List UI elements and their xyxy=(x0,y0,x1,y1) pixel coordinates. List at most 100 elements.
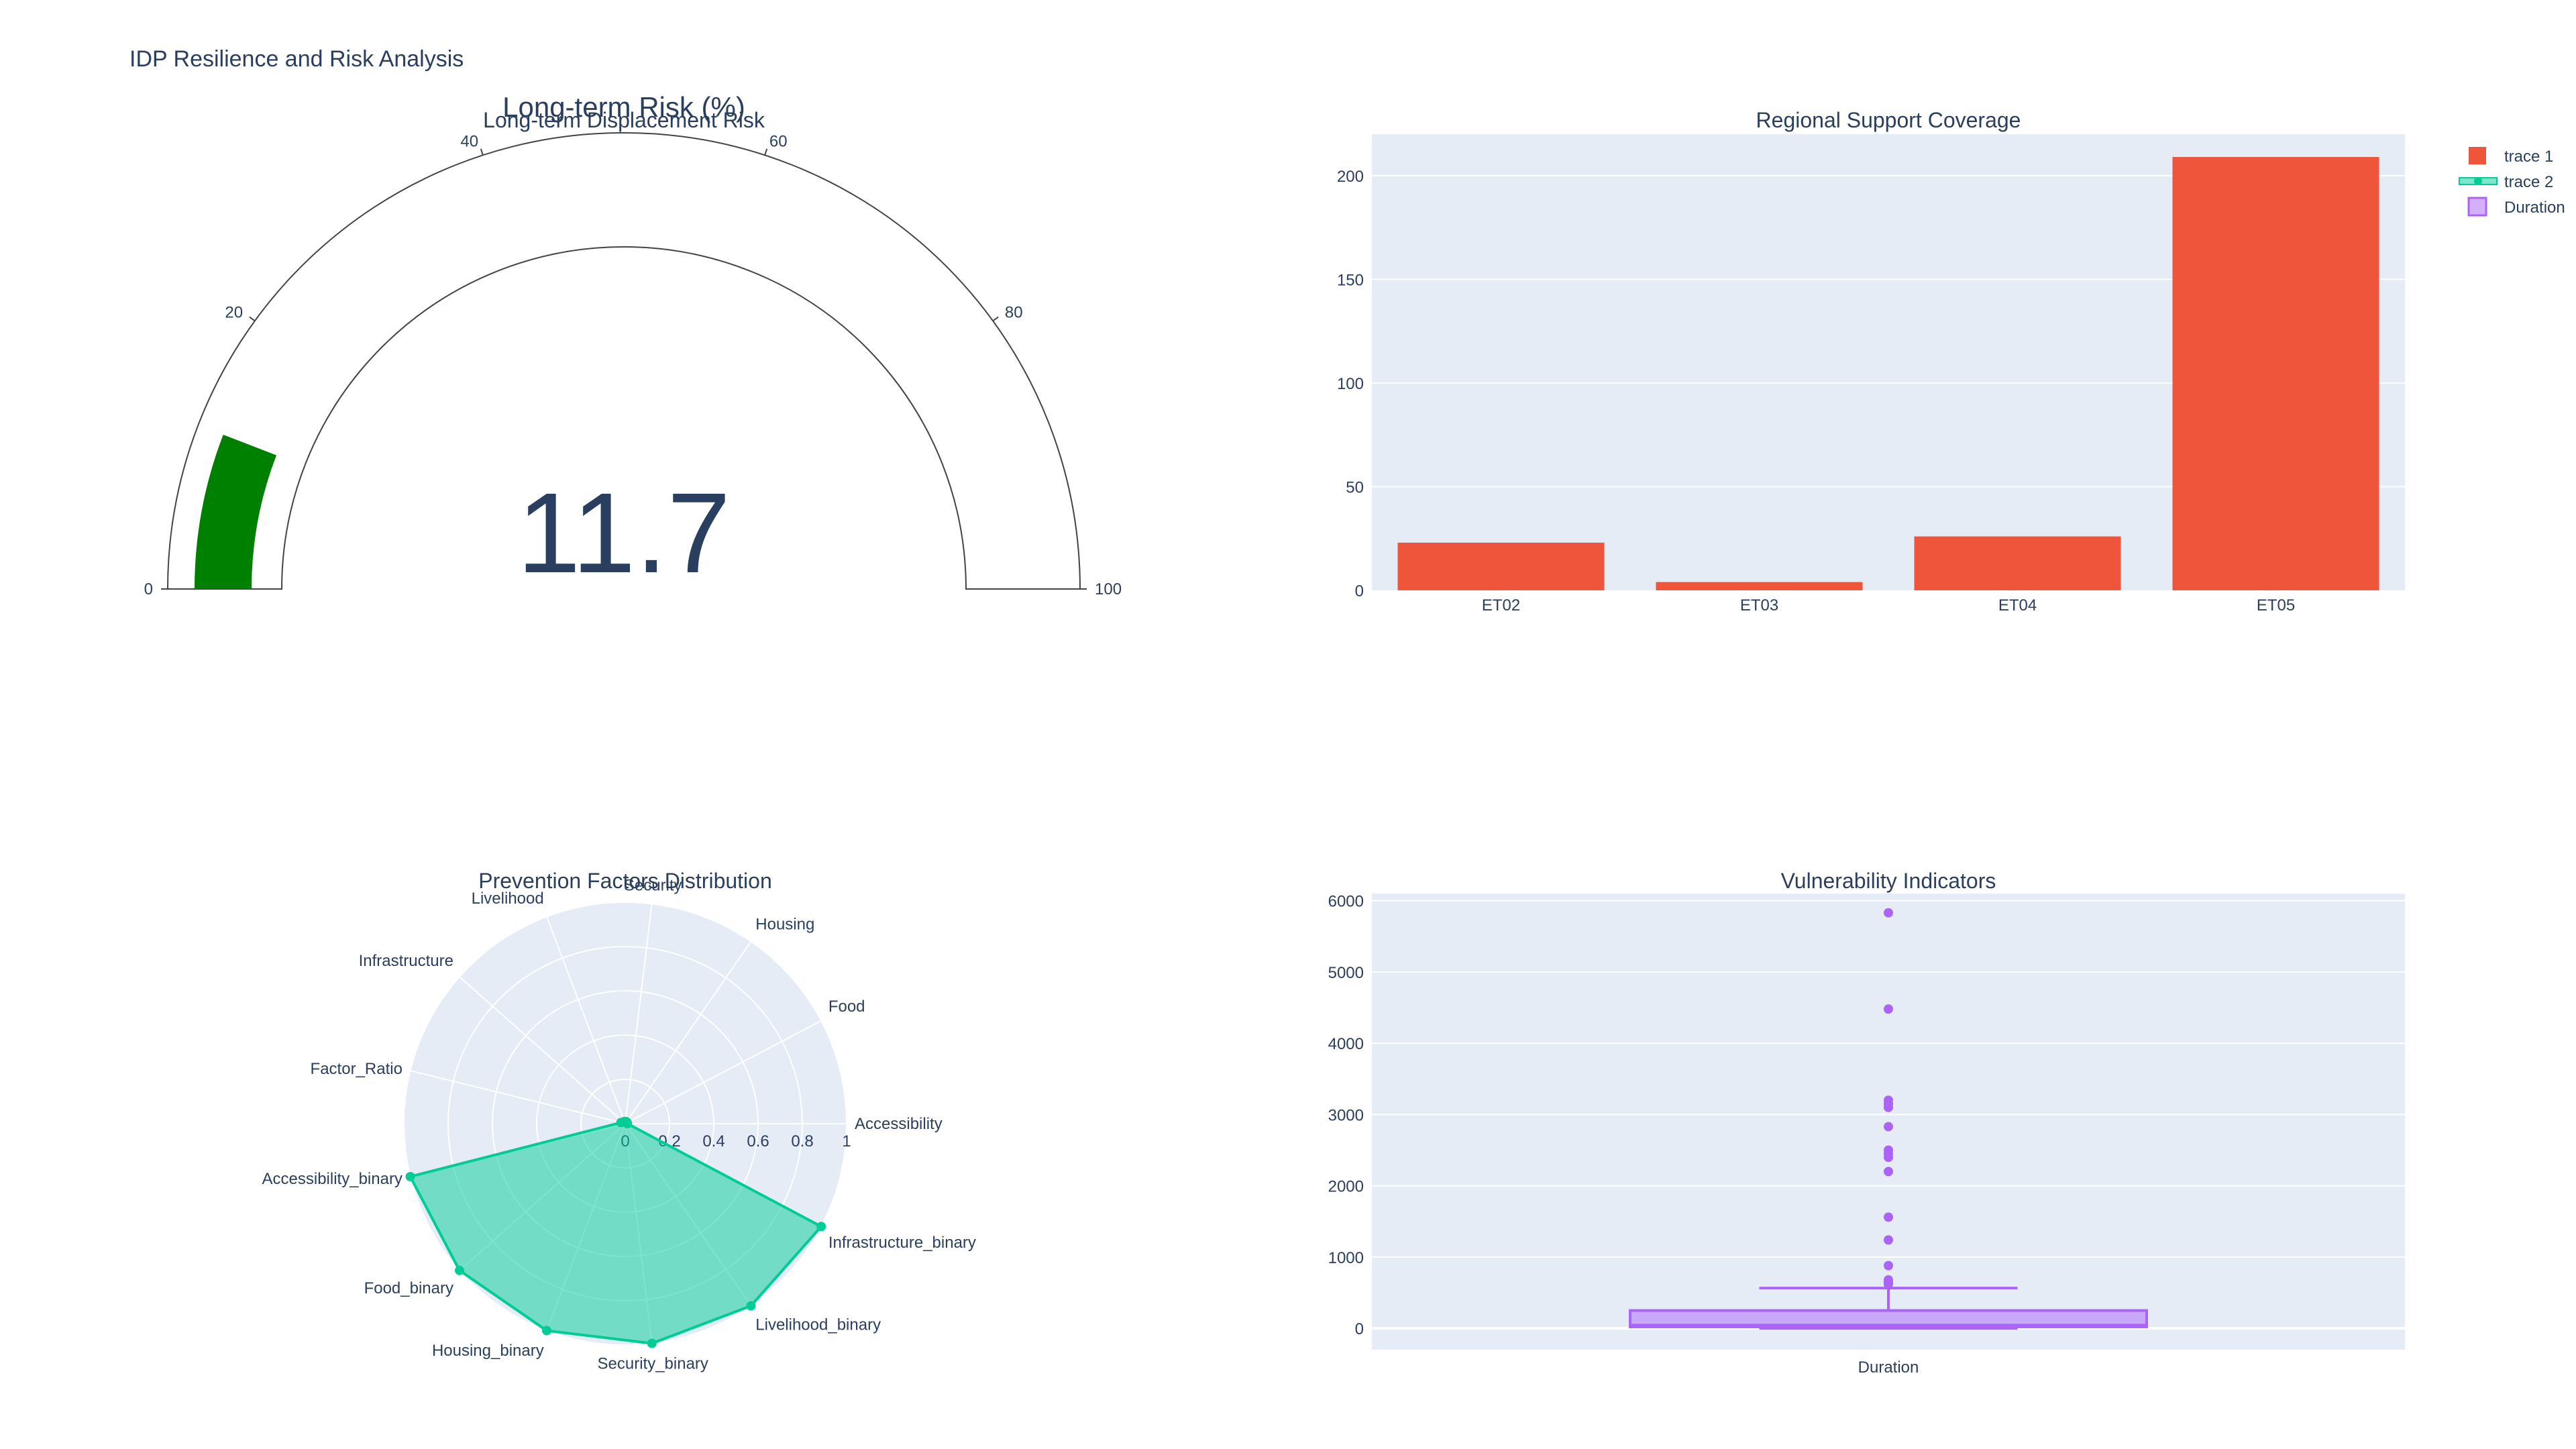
gauge-outline xyxy=(166,132,1081,590)
legend-label: Duration xyxy=(2504,199,2565,217)
gauge-bar xyxy=(195,435,277,589)
gauge-tick-label: 60 xyxy=(769,132,788,150)
radar-axis-label: Food_binary xyxy=(364,1279,453,1297)
radar-axis-label: Accessibility_binary xyxy=(262,1170,402,1188)
gauge-title: Long-term Risk (%) xyxy=(502,91,745,123)
box-outlier-point[interactable] xyxy=(1884,1122,1893,1132)
radar-axis-label: Livelihood xyxy=(472,890,544,908)
radar-spoke xyxy=(625,941,752,1124)
bar-et04[interactable] xyxy=(1914,536,2121,590)
legend-swatch xyxy=(2469,147,2486,164)
bar-y-tick-label: 150 xyxy=(1337,271,1364,289)
legend-swatch-marker xyxy=(2474,177,2482,185)
radar-point[interactable] xyxy=(616,1118,626,1128)
radar-point[interactable] xyxy=(454,1265,464,1275)
radar-point[interactable] xyxy=(647,1338,657,1348)
bar-x-tick-label: ET04 xyxy=(1998,596,2037,614)
gauge-value: 11.7 xyxy=(517,470,731,597)
bar-et03[interactable] xyxy=(1656,582,1863,590)
bar-et02[interactable] xyxy=(1397,542,1605,590)
radar-axis-label: Infrastructure_binary xyxy=(828,1234,976,1252)
radar-chart: 00.20.40.60.81 AccessibilityFoodHousingS… xyxy=(262,869,976,1373)
legend-label: trace 1 xyxy=(2504,148,2553,166)
radar-axis-label: Housing_binary xyxy=(432,1342,544,1360)
gauge-tick-label: 20 xyxy=(225,303,243,321)
radar-chart-title: Prevention Factors Distribution xyxy=(478,869,772,893)
gauge-tick-label: 40 xyxy=(460,132,478,150)
radar-radial-tick: 0.6 xyxy=(747,1132,769,1150)
gauge-tick-mark xyxy=(480,148,484,156)
radar-radial-tick: 0.8 xyxy=(791,1132,813,1150)
box-outlier-point[interactable] xyxy=(1884,908,1893,918)
legend-item-duration[interactable]: Duration xyxy=(2467,197,2565,217)
legend: trace 1 trace 2 Duration xyxy=(2459,147,2565,217)
legend-item-trace-2[interactable]: trace 2 xyxy=(2459,173,2553,191)
box-chart: 0 1000 2000 3000 4000 5000 6000 Duration Vulne… xyxy=(1328,869,2405,1377)
bar-y-tick-label: 0 xyxy=(1355,582,1364,600)
box-outlier-point[interactable] xyxy=(1884,1279,1893,1289)
radar-point[interactable] xyxy=(816,1222,826,1232)
radar-point[interactable] xyxy=(541,1326,551,1336)
radar-spoke xyxy=(625,904,653,1124)
bar-x-tick-label: ET05 xyxy=(2257,596,2295,614)
radar-spoke xyxy=(546,916,626,1124)
radar-axis-label: Accessibility xyxy=(855,1115,943,1133)
bar-x-tick-label: ET03 xyxy=(1740,596,1778,614)
legend-item-trace-1[interactable]: trace 1 xyxy=(2469,147,2553,166)
bar-et05[interactable] xyxy=(2172,157,2379,590)
box-outlier-point[interactable] xyxy=(1884,1152,1893,1163)
box-outlier-point[interactable] xyxy=(1884,1167,1893,1177)
box-y-tick-label: 2000 xyxy=(1328,1178,1364,1196)
box-marks: Duration xyxy=(1629,908,2148,1377)
gauge-subtitle: Long-term Displacement Risk xyxy=(483,108,765,132)
gauge-tick-mark xyxy=(249,316,256,322)
gauge-tick-mark xyxy=(764,148,768,156)
radar-radial-tick: 0.4 xyxy=(702,1132,724,1150)
bar-chart-title: Regional Support Coverage xyxy=(1756,108,2021,132)
legend-label: trace 2 xyxy=(2504,173,2553,191)
radar-points xyxy=(405,1116,826,1348)
radar-axis-label: Security_binary xyxy=(598,1355,708,1373)
gauge-tick-label: 0 xyxy=(144,580,153,598)
radar-axis-labels: Accessibility Food Housing Security Liveliho… xyxy=(262,876,976,1373)
box-outlier-point[interactable] xyxy=(1884,1260,1893,1271)
radar-axis-label: Security xyxy=(624,876,682,894)
box-x-tick-label: Duration xyxy=(1858,1358,1919,1377)
box-outlier-point[interactable] xyxy=(1884,1212,1893,1222)
radar-spoke xyxy=(459,976,626,1124)
bar-x-tick-label: ET02 xyxy=(1482,596,1520,614)
radar-axis-label: Livelihood_binary xyxy=(755,1316,881,1334)
bar-chart: 0 50 100 150 200 ET02 ET03 ET04 ET05 Regional S… xyxy=(1337,108,2405,614)
box-outlier-point[interactable] xyxy=(1884,1235,1893,1245)
box-chart-title: Vulnerability Indicators xyxy=(1781,869,1996,893)
box-y-tick-label: 4000 xyxy=(1328,1035,1364,1053)
box-y-tick-label: 5000 xyxy=(1328,964,1364,982)
radar-axis-label: Housing xyxy=(755,916,814,934)
box-y-tick-label: 1000 xyxy=(1328,1249,1364,1267)
radar-point[interactable] xyxy=(405,1171,415,1181)
gauge-ticks: 0 20 40 60 80 100 xyxy=(144,132,1122,598)
radar-point[interactable] xyxy=(746,1301,756,1311)
box-outlier-point[interactable] xyxy=(1884,1102,1893,1112)
box-y-tick-label: 6000 xyxy=(1328,893,1364,911)
box-outlier-point[interactable] xyxy=(1884,1004,1893,1014)
box-plot-area xyxy=(1372,894,2405,1350)
radar-axis-label: Food xyxy=(828,998,865,1016)
gauge-tick-mark xyxy=(992,316,999,322)
radar-axis-label: Infrastructure xyxy=(359,952,453,970)
box-y-tick-label: 0 xyxy=(1355,1320,1364,1338)
gauge-tick-label: 80 xyxy=(1005,303,1023,321)
page-title: IDP Resilience and Risk Analysis xyxy=(129,46,464,72)
bar-marks: ET02 ET03 ET04 ET05 xyxy=(1397,157,2379,614)
radar-radial-tick: 1 xyxy=(842,1132,851,1150)
radar-spoke xyxy=(625,1020,822,1124)
gauge-tick-label: 100 xyxy=(1095,580,1122,598)
legend-swatch xyxy=(2467,197,2487,217)
bar-y-tick-label: 200 xyxy=(1337,168,1364,186)
bar-y-tick-label: 50 xyxy=(1346,478,1364,496)
box-gridlines: 0 1000 2000 3000 4000 5000 6000 xyxy=(1328,893,2405,1338)
gauge-chart: 0 20 40 60 80 100 Long-term Risk (%) Long-ter… xyxy=(144,91,1122,598)
radar-axis-label: Factor_Ratio xyxy=(311,1060,402,1078)
bar-y-tick-label: 100 xyxy=(1337,375,1364,393)
